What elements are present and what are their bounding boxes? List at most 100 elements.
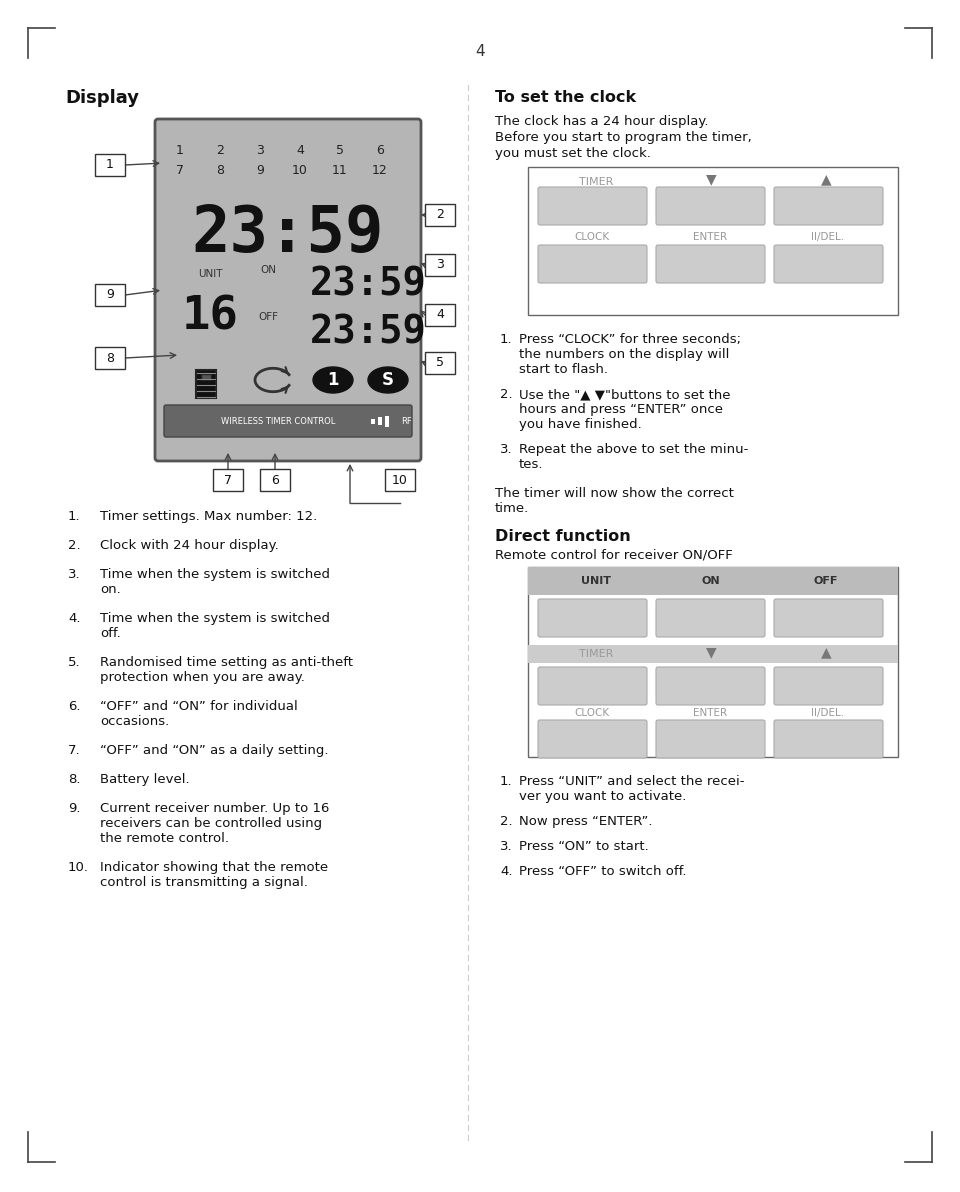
FancyBboxPatch shape	[164, 405, 412, 437]
Bar	[371, 418, 375, 423]
Text: 3: 3	[256, 143, 264, 156]
FancyBboxPatch shape	[538, 600, 647, 637]
FancyBboxPatch shape	[538, 668, 647, 704]
Bar	[385, 468, 415, 491]
Text: ▼: ▼	[706, 645, 716, 659]
Text: off.: off.	[100, 627, 121, 640]
Text: Before you start to program the timer,: Before you start to program the timer,	[495, 131, 752, 144]
Text: The timer will now show the correct: The timer will now show the correct	[495, 488, 733, 499]
FancyBboxPatch shape	[656, 187, 765, 225]
Text: 7.: 7.	[68, 744, 81, 757]
Text: 6: 6	[271, 473, 279, 486]
FancyBboxPatch shape	[538, 187, 647, 225]
Bar	[425, 352, 455, 374]
Text: II/DEL.: II/DEL.	[811, 708, 845, 718]
Text: you have finished.: you have finished.	[519, 418, 641, 432]
Text: occasions.: occasions.	[100, 715, 169, 728]
Text: ENTER: ENTER	[693, 708, 727, 718]
Text: TIMER: TIMER	[579, 648, 613, 659]
Text: CLOCK: CLOCK	[574, 708, 610, 718]
Bar	[378, 417, 382, 426]
Text: “OFF” and “ON” as a daily setting.: “OFF” and “ON” as a daily setting.	[100, 744, 328, 757]
Text: 1: 1	[176, 143, 184, 156]
Text: 4: 4	[436, 309, 444, 322]
FancyBboxPatch shape	[538, 246, 647, 283]
FancyBboxPatch shape	[774, 668, 883, 704]
Text: Remote control for receiver ON/OFF: Remote control for receiver ON/OFF	[495, 550, 732, 561]
Text: UNIT: UNIT	[198, 269, 223, 279]
Text: 4.: 4.	[68, 611, 81, 625]
FancyBboxPatch shape	[656, 246, 765, 283]
Text: receivers can be controlled using: receivers can be controlled using	[100, 817, 323, 830]
Text: ▲: ▲	[821, 172, 831, 186]
Text: 7: 7	[176, 163, 184, 176]
Text: Indicator showing that the remote: Indicator showing that the remote	[100, 861, 328, 874]
Text: Now press “ENTER”.: Now press “ENTER”.	[519, 815, 653, 828]
Text: 9: 9	[106, 288, 114, 302]
Text: RF: RF	[401, 416, 412, 426]
Text: 9.: 9.	[68, 802, 81, 815]
Bar	[95, 154, 125, 176]
Bar	[95, 347, 125, 370]
Ellipse shape	[313, 367, 353, 393]
Text: OFF: OFF	[258, 312, 278, 322]
Text: Clock with 24 hour display.: Clock with 24 hour display.	[100, 539, 278, 552]
Text: Display: Display	[65, 89, 139, 107]
FancyBboxPatch shape	[774, 246, 883, 283]
Text: 23:59: 23:59	[309, 313, 426, 350]
Text: 10: 10	[292, 163, 308, 176]
FancyBboxPatch shape	[538, 720, 647, 758]
Text: Randomised time setting as anti-theft: Randomised time setting as anti-theft	[100, 656, 353, 669]
Text: 2.: 2.	[500, 389, 513, 401]
FancyBboxPatch shape	[774, 600, 883, 637]
Text: control is transmitting a signal.: control is transmitting a signal.	[100, 876, 308, 889]
Text: 1: 1	[106, 159, 114, 172]
FancyBboxPatch shape	[155, 119, 421, 461]
Text: 2: 2	[216, 143, 224, 156]
Text: 3: 3	[436, 259, 444, 272]
Text: ENTER: ENTER	[693, 232, 727, 242]
Bar	[425, 254, 455, 277]
Text: Direct function: Direct function	[495, 529, 631, 544]
Text: 9: 9	[256, 163, 264, 176]
Text: S: S	[382, 371, 394, 389]
Text: ver you want to activate.: ver you want to activate.	[519, 790, 686, 803]
Bar	[201, 374, 211, 380]
Text: CLOCK: CLOCK	[574, 232, 610, 242]
Bar	[260, 468, 290, 491]
Bar	[528, 167, 898, 315]
Bar	[528, 645, 898, 663]
Text: 4.: 4.	[500, 865, 513, 879]
Text: 23:59: 23:59	[192, 203, 384, 265]
Text: 5.: 5.	[68, 656, 81, 669]
Text: Current receiver number. Up to 16: Current receiver number. Up to 16	[100, 802, 329, 815]
Text: the numbers on the display will: the numbers on the display will	[519, 348, 730, 361]
FancyBboxPatch shape	[656, 600, 765, 637]
Text: 23:59: 23:59	[309, 265, 426, 303]
Text: TIMER: TIMER	[579, 176, 613, 187]
Text: on.: on.	[100, 583, 121, 596]
FancyBboxPatch shape	[774, 720, 883, 758]
Text: Press “ON” to start.: Press “ON” to start.	[519, 840, 649, 853]
Text: “OFF” and “ON” for individual: “OFF” and “ON” for individual	[100, 700, 298, 713]
Text: 1: 1	[327, 371, 339, 389]
Text: 10: 10	[392, 473, 408, 486]
Text: protection when you are away.: protection when you are away.	[100, 671, 305, 684]
Text: Time when the system is switched: Time when the system is switched	[100, 569, 330, 581]
Text: 5: 5	[436, 356, 444, 370]
Text: 4: 4	[475, 44, 485, 60]
Text: 2.: 2.	[500, 815, 513, 828]
Text: Press “CLOCK” for three seconds;: Press “CLOCK” for three seconds;	[519, 333, 741, 346]
Bar	[196, 370, 216, 398]
Text: Press “UNIT” and select the recei-: Press “UNIT” and select the recei-	[519, 775, 745, 788]
Text: 3.: 3.	[500, 443, 513, 457]
Text: 6.: 6.	[68, 700, 81, 713]
Text: ▲: ▲	[821, 645, 831, 659]
Bar	[213, 468, 243, 491]
Text: ON: ON	[260, 265, 276, 275]
Text: Timer settings. Max number: 12.: Timer settings. Max number: 12.	[100, 510, 317, 523]
Text: 8: 8	[216, 163, 224, 176]
Text: II/DEL.: II/DEL.	[811, 232, 845, 242]
Bar	[425, 304, 455, 325]
FancyBboxPatch shape	[656, 668, 765, 704]
